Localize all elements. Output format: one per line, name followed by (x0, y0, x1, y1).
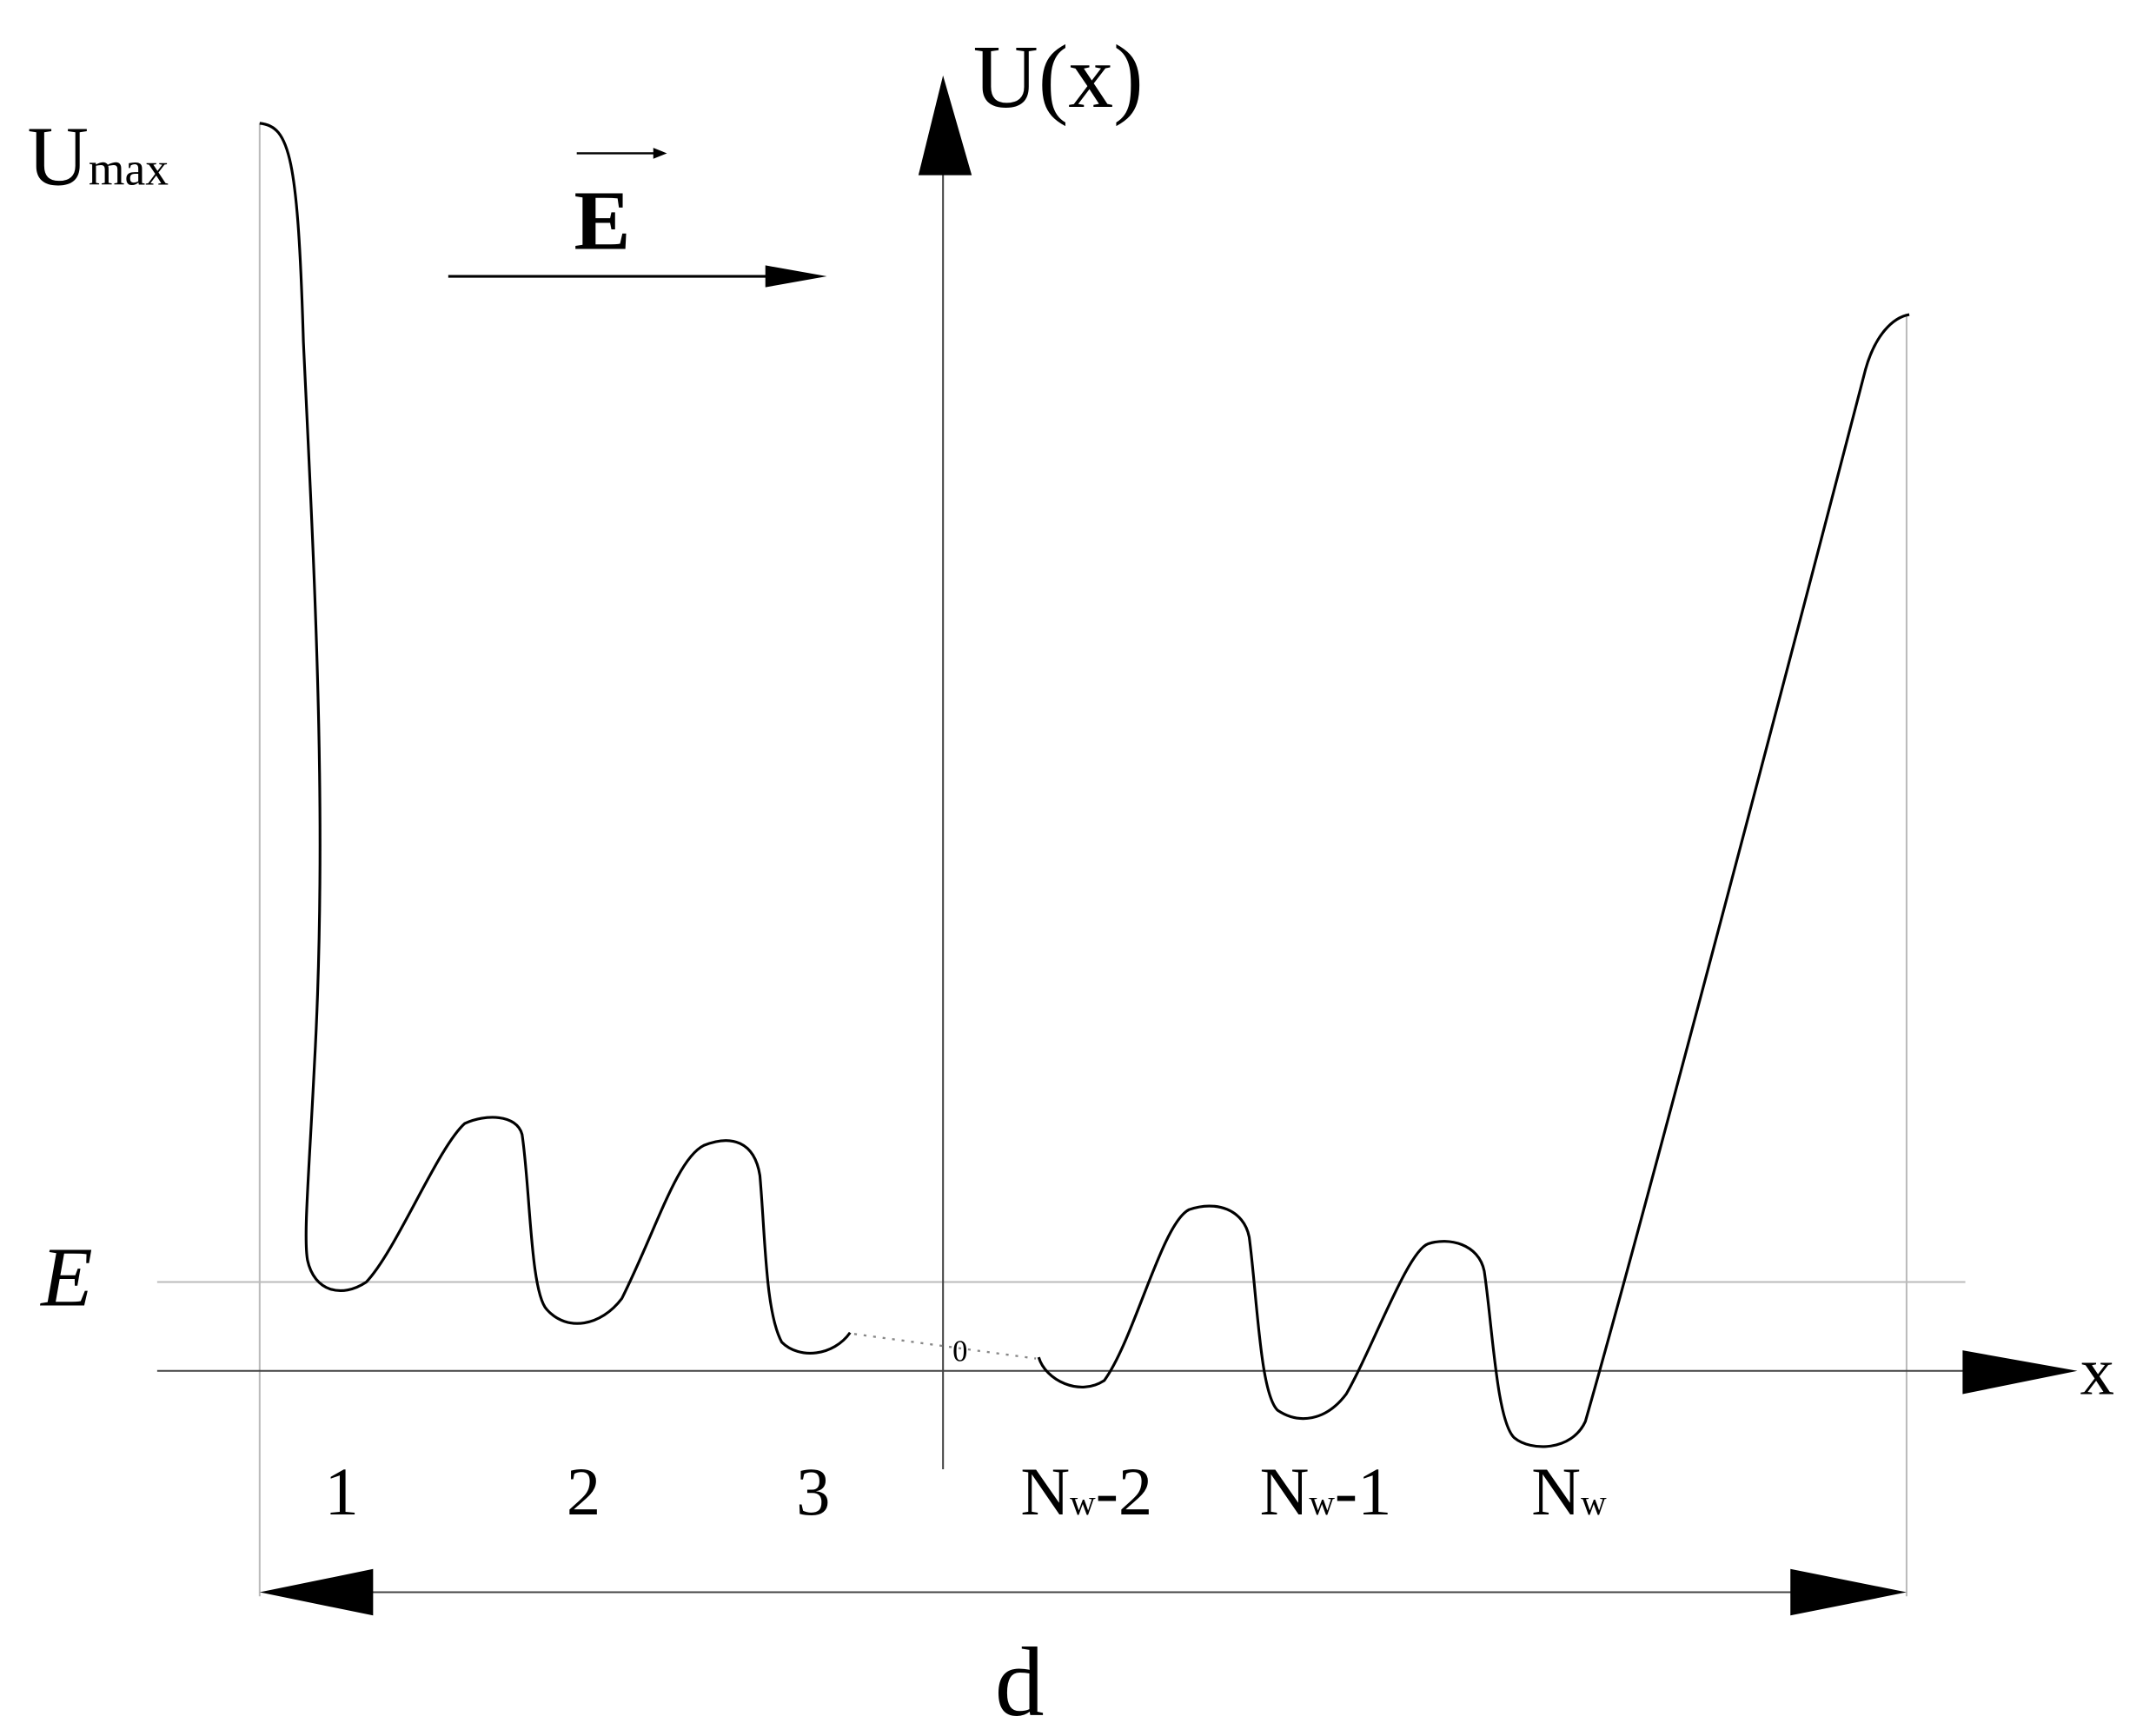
well-label-suffix: -1 (1335, 1454, 1392, 1530)
well-label-suffix: -2 (1096, 1454, 1153, 1530)
umax-label: Umax (27, 110, 169, 204)
well-label: Nw (1531, 1454, 1607, 1530)
well-label-sub: w (1309, 1483, 1335, 1522)
well-label-sub: w (1581, 1483, 1607, 1522)
well-label: 3 (796, 1454, 830, 1530)
well-label-base: N (1020, 1454, 1070, 1530)
well-label-base: N (1260, 1454, 1310, 1530)
y-arrow (918, 75, 972, 176)
well-label-sub: w (1070, 1483, 1096, 1522)
well-label: Nw-1 (1260, 1454, 1392, 1530)
origin-label: 0 (952, 1335, 967, 1368)
x-axis-label: x (2080, 1334, 2114, 1409)
width-label: d (995, 1628, 1045, 1736)
y-axis-label: U(x) (973, 28, 1144, 127)
well-labels: 1 2 3 Nw-2 Nw-1 Nw (325, 1454, 1608, 1530)
width-arrow-right (1790, 1568, 1907, 1616)
potential-curve-right (1037, 313, 1910, 1448)
x-arrow (1962, 1350, 2078, 1395)
field-label: E (574, 175, 631, 268)
well-label: 1 (325, 1454, 359, 1530)
energy-label: E (39, 1230, 93, 1324)
potential-curve-left (259, 122, 852, 1355)
well-label: Nw-2 (1020, 1454, 1152, 1530)
umax-sub: max (89, 143, 169, 195)
ellipsis-line (853, 1333, 1037, 1360)
width-arrow-left (259, 1568, 374, 1616)
well-label-base: N (1531, 1454, 1581, 1530)
well-label-base: 2 (567, 1454, 600, 1530)
field-arrow-head (765, 265, 827, 288)
vector-head (653, 148, 667, 159)
umax-base: U (27, 110, 88, 204)
well-label: 2 (567, 1454, 600, 1530)
well-label-base: 3 (796, 1454, 830, 1530)
well-label-base: 1 (325, 1454, 359, 1530)
